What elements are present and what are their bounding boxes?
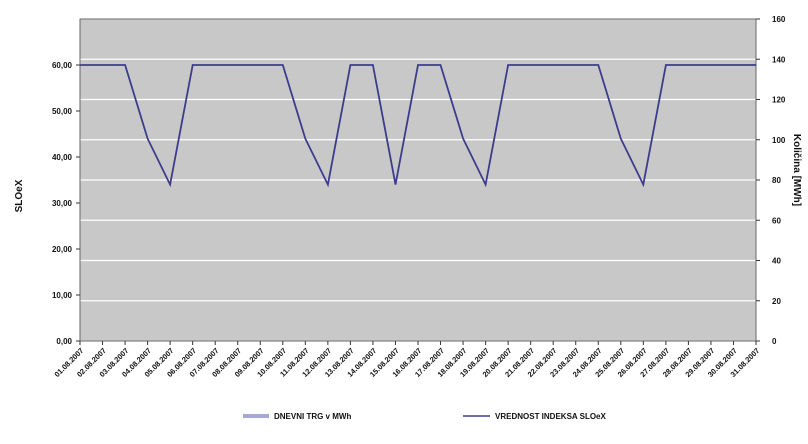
y-tick-label: 10,00 (52, 291, 73, 300)
y2-tick-label: 160 (772, 15, 786, 24)
y-axis-label: SLOeX (14, 179, 25, 212)
y2-axis-ticks: 0 20 40 60 80 100 120 140 160 (756, 15, 786, 346)
y2-tick-label: 0 (772, 337, 777, 346)
legend-swatch-bar (243, 414, 269, 418)
series-line (80, 64, 756, 188)
y2-tick-label: 120 (772, 96, 786, 105)
y2-tick-label: 40 (772, 257, 781, 266)
legend-label-bar: DNEVNI TRG v MWh (274, 412, 351, 421)
y2-tick-label: 140 (772, 55, 786, 64)
y2-tick-label: 80 (772, 176, 781, 185)
y2-tick-label: 60 (772, 216, 781, 225)
y2-axis-label: Količina [MWh] (791, 134, 802, 206)
y-axis-ticks: 0,00 10,00 20,00 30,00 40,00 50,00 60,00 (52, 61, 80, 346)
y-tick-label: 50,00 (52, 107, 73, 116)
y-tick-label: 30,00 (52, 199, 73, 208)
y-tick-label: 20,00 (52, 245, 73, 254)
y2-tick-label: 20 (772, 297, 781, 306)
legend-label-line: VREDNOST INDEKSA SLOeX (495, 412, 606, 421)
y-tick-label: 40,00 (52, 153, 73, 162)
legend: DNEVNI TRG v MWh VREDNOST INDEKSA SLOeX (243, 412, 606, 421)
x-axis-ticks: 01.08.200702.08.200703.08.200704.08.2007… (53, 341, 761, 379)
y-tick-label: 0,00 (56, 337, 72, 346)
y-tick-label: 60,00 (52, 61, 73, 70)
y2-tick-label: 100 (772, 136, 786, 145)
plot-area (79, 18, 757, 342)
